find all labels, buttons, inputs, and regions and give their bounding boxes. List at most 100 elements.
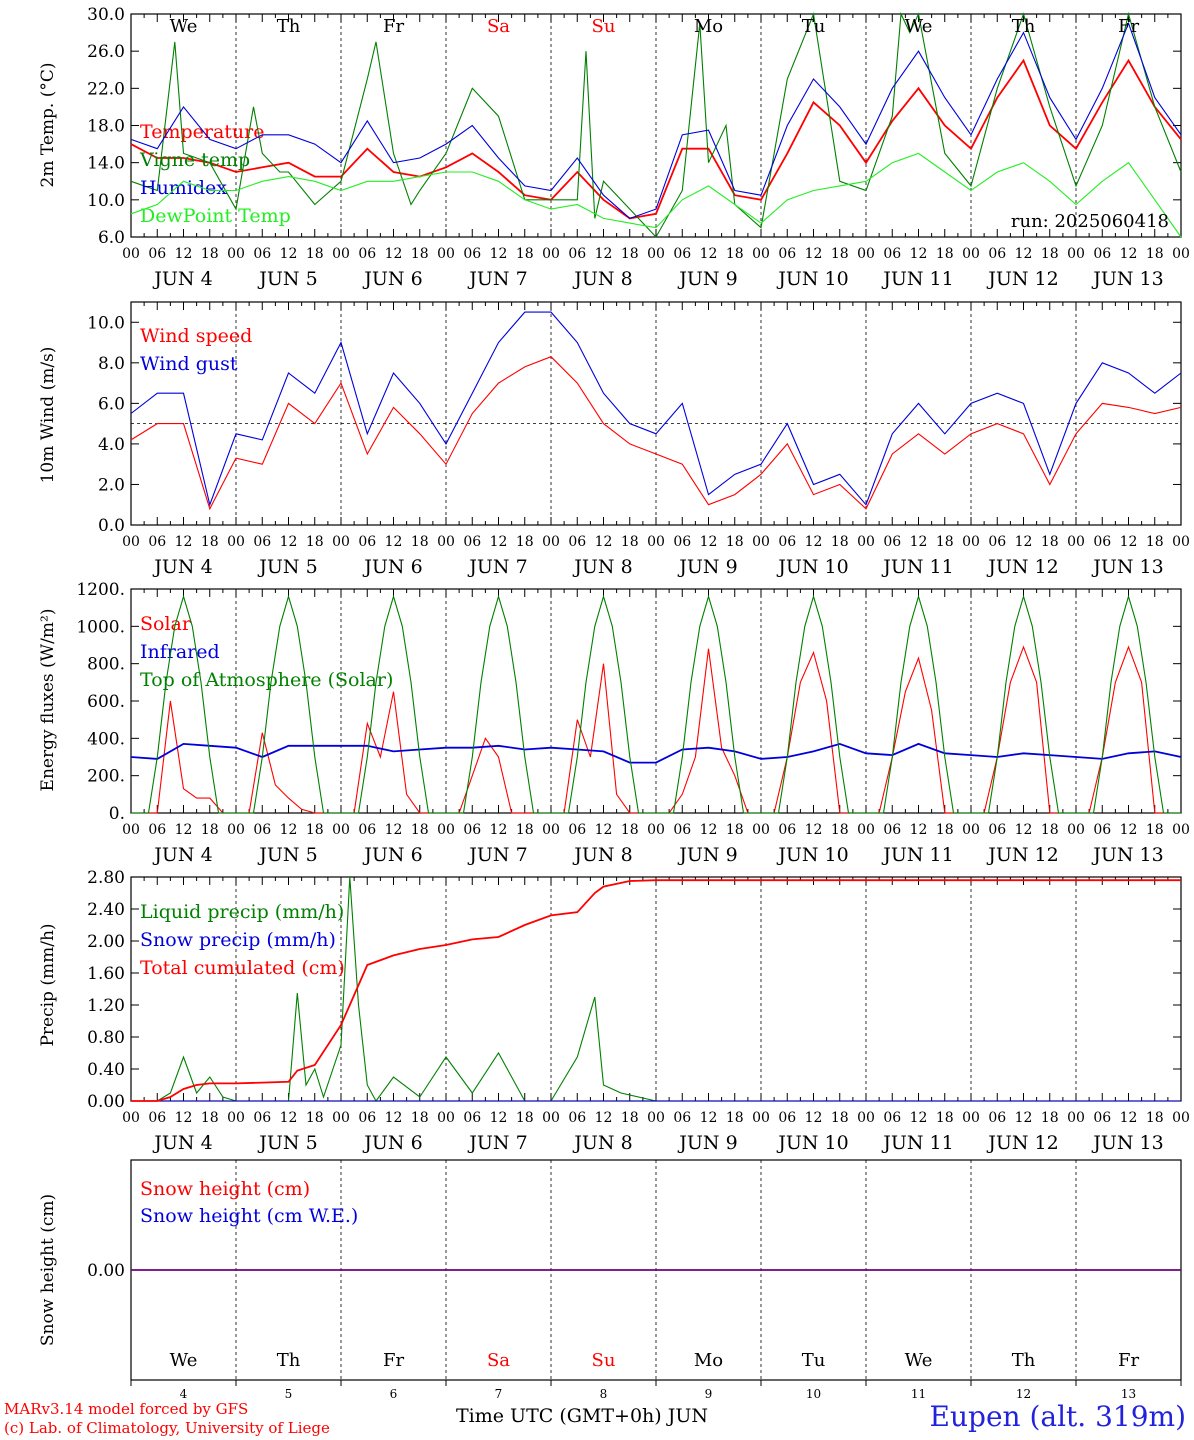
y-tick-label: 30.0 — [87, 5, 125, 25]
hour-label: 12 — [910, 1110, 928, 1126]
hour-label: 06 — [883, 822, 901, 838]
series-line — [130, 152, 1182, 238]
weekday-label: We — [905, 16, 933, 37]
hour-label: 12 — [595, 1110, 613, 1126]
day-number-label: 6 — [390, 1387, 398, 1401]
hour-label: 00 — [1172, 1110, 1190, 1126]
hour-label: 00 — [752, 822, 770, 838]
hour-label: 00 — [542, 246, 560, 262]
hour-label: 06 — [568, 534, 586, 550]
hour-label: 06 — [1093, 822, 1111, 838]
legend-label: Top of Atmosphere (Solar) — [140, 669, 393, 691]
y-tick-label: 8.0 — [98, 354, 125, 374]
weekday-label: We — [905, 1350, 933, 1371]
hour-label: 12 — [805, 534, 823, 550]
hour-label: 00 — [752, 246, 770, 262]
y-tick-label: 400. — [87, 729, 125, 749]
hour-label: 18 — [1041, 1110, 1059, 1126]
date-label: JUN 10 — [776, 1132, 848, 1154]
hour-label: 06 — [148, 1110, 166, 1126]
date-label: JUN 13 — [1091, 268, 1163, 290]
legend-label: Solar — [140, 613, 192, 635]
hour-label: 06 — [988, 822, 1006, 838]
hour-label: 06 — [253, 534, 271, 550]
weekday-label: Fr — [1118, 16, 1139, 37]
date-label: JUN 8 — [572, 844, 632, 866]
hour-label: 06 — [358, 1110, 376, 1126]
hour-label: 06 — [463, 822, 481, 838]
hour-label: 06 — [463, 1110, 481, 1126]
date-label: JUN 5 — [257, 268, 317, 290]
hour-label: 18 — [726, 822, 744, 838]
hour-label: 00 — [122, 1110, 140, 1126]
hour-label: 18 — [411, 246, 429, 262]
hour-label: 12 — [1015, 246, 1033, 262]
hour-label: 00 — [1172, 534, 1190, 550]
y-tick-label: 1.60 — [87, 964, 125, 984]
hour-label: 00 — [227, 534, 245, 550]
hour-label: 06 — [148, 822, 166, 838]
hour-label: 18 — [1146, 822, 1164, 838]
legend-label: Wind gust — [140, 353, 238, 375]
hour-label: 12 — [910, 534, 928, 550]
date-label: JUN 11 — [881, 268, 953, 290]
hour-label: 06 — [883, 534, 901, 550]
y-tick-label: 0.00 — [87, 1261, 125, 1281]
hour-label: 12 — [280, 1110, 298, 1126]
hour-label: 06 — [883, 1110, 901, 1126]
y-tick-label: 2.00 — [87, 932, 125, 952]
day-number-label: 9 — [705, 1387, 713, 1401]
hour-label: 12 — [280, 534, 298, 550]
weekday-label: Th — [277, 1350, 301, 1371]
date-label: JUN 10 — [776, 844, 848, 866]
hour-label: 12 — [805, 1110, 823, 1126]
hour-label: 18 — [1041, 534, 1059, 550]
hour-label: 06 — [778, 1110, 796, 1126]
series-line — [130, 11, 1182, 238]
hour-label: 18 — [936, 246, 954, 262]
hour-label: 18 — [411, 534, 429, 550]
hour-label: 00 — [647, 246, 665, 262]
date-label: JUN 7 — [467, 844, 527, 866]
hour-label: 18 — [306, 246, 324, 262]
y-axis-title: Energy fluxes (W/m²) — [38, 609, 58, 792]
series-line — [131, 876, 1181, 1103]
y-tick-label: 1200. — [76, 580, 125, 600]
date-label: JUN 6 — [362, 268, 422, 290]
hour-label: 06 — [358, 822, 376, 838]
y-tick-label: 4.0 — [98, 435, 125, 455]
panel-4: 0.00 0.40 0.80 1.20 1.60 2.00 2.40 2.80 Precip (… — [38, 868, 1190, 1154]
date-label: JUN 7 — [467, 556, 527, 578]
date-label: JUN 12 — [986, 556, 1058, 578]
y-tick-label: 800. — [87, 655, 125, 675]
hour-label: 18 — [306, 534, 324, 550]
weekday-label: Su — [592, 16, 616, 37]
weekday-label: We — [170, 1350, 198, 1371]
hour-label: 12 — [1120, 534, 1138, 550]
date-label: JUN 10 — [776, 268, 848, 290]
hour-label: 12 — [385, 534, 403, 550]
series-line — [130, 742, 1182, 764]
y-axis-title: Precip (mm/h) — [38, 923, 58, 1046]
date-label: JUN 12 — [986, 844, 1058, 866]
y-tick-label: 6.0 — [98, 394, 125, 414]
date-label: JUN 13 — [1091, 556, 1163, 578]
hour-label: 00 — [1067, 1110, 1085, 1126]
hour-label: 12 — [1015, 534, 1033, 550]
series-line — [130, 21, 1182, 220]
hour-label: 18 — [201, 246, 219, 262]
y-tick-label: 10.0 — [87, 191, 125, 211]
date-label: JUN 4 — [152, 556, 212, 578]
weekday-label: Tu — [802, 1350, 826, 1371]
y-tick-label: 2.80 — [87, 868, 125, 888]
date-label: JUN 11 — [881, 844, 953, 866]
hour-label: 12 — [700, 534, 718, 550]
hour-label: 06 — [988, 1110, 1006, 1126]
day-number-label: 10 — [806, 1387, 821, 1401]
hour-label: 00 — [1067, 534, 1085, 550]
hour-label: 18 — [1146, 534, 1164, 550]
hour-label: 06 — [1093, 246, 1111, 262]
hour-label: 00 — [437, 534, 455, 550]
date-label: JUN 9 — [677, 268, 737, 290]
